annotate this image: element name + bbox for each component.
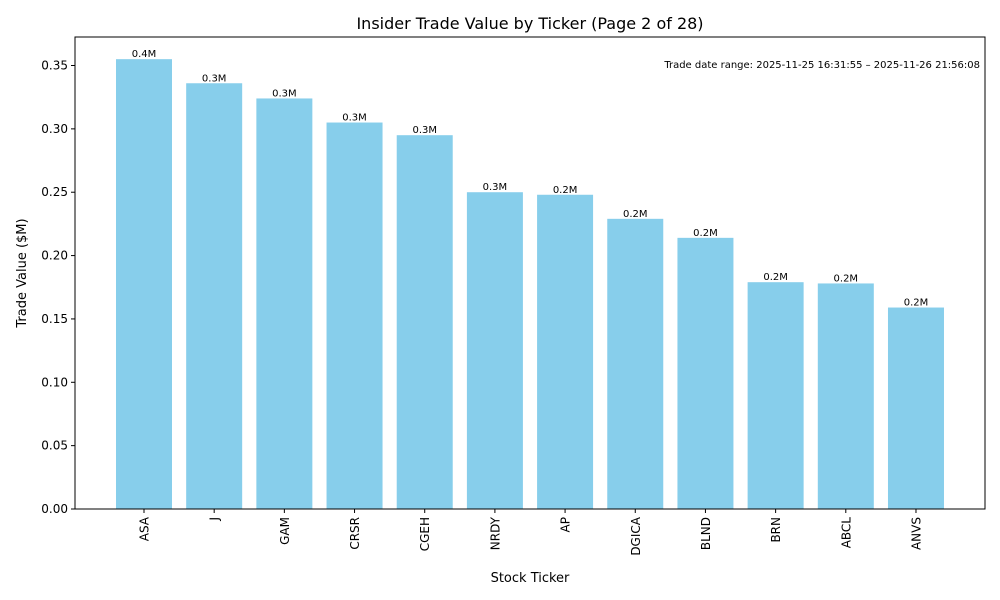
x-axis-label: Stock Ticker (491, 571, 570, 586)
x-tick-label: ASA (138, 516, 152, 541)
bar-value-label: 0.3M (272, 88, 297, 99)
y-tick-label: 0.20 (41, 249, 68, 263)
bar-dgica (607, 218, 664, 509)
bar-cgeh (396, 135, 453, 509)
bar-ap (537, 194, 594, 509)
x-tick-label: DGICA (629, 516, 643, 555)
chart-title: Insider Trade Value by Ticker (Page 2 of… (356, 14, 703, 33)
bars-group (116, 59, 944, 510)
bar-asa (116, 59, 172, 510)
x-tick-label: GAM (278, 517, 292, 545)
x-tick-label: J (208, 517, 222, 522)
x-axis: ASA J GAM CRSR CGEH NRDY AP DGICA BLND BRN ABCL ANV… (138, 509, 923, 556)
bar-value-label: 0.3M (412, 125, 437, 136)
bar-gam (256, 98, 313, 510)
bar-value-label: 0.4M (132, 49, 157, 60)
y-tick-label: 0.05 (41, 439, 68, 453)
bar-blnd (677, 237, 734, 509)
y-tick-label: 0.25 (41, 185, 68, 199)
bar-value-label: 0.2M (553, 185, 578, 196)
x-tick-label: CGEH (418, 517, 432, 551)
bar-value-label: 0.2M (904, 298, 929, 309)
trade-date-range-annotation: Trade date range: 2025-11-25 16:31:55 – … (663, 60, 980, 71)
x-tick-label: AP (559, 517, 573, 532)
bar-value-label: 0.3M (202, 73, 227, 84)
x-tick-label: ANVS (909, 517, 923, 550)
y-tick-label: 0.15 (41, 312, 68, 326)
x-tick-label: ABCL (839, 517, 853, 549)
x-tick-label: BLND (699, 517, 713, 550)
bar-value-label: 0.2M (693, 228, 718, 239)
bar-labels-group: 0.4M 0.3M 0.3M 0.3M 0.3M 0.3M 0.2M 0.2M 0.2M 0.2M… (132, 49, 929, 308)
bar-anvs (887, 307, 944, 509)
bar-value-label: 0.2M (763, 272, 788, 283)
bar-brn (747, 282, 804, 509)
x-tick-label: CRSR (348, 517, 362, 550)
x-tick-label: NRDY (488, 516, 502, 550)
y-tick-label: 0.10 (41, 375, 68, 389)
plot-frame (74, 36, 986, 510)
bar-value-label: 0.3M (342, 113, 367, 124)
bar-abcl (817, 283, 874, 509)
bar-nrdy (466, 192, 523, 509)
bar-j (186, 83, 243, 509)
y-tick-label: 0.30 (41, 122, 68, 136)
bar-value-label: 0.2M (623, 209, 648, 220)
bar-value-label: 0.3M (483, 182, 508, 193)
bar-value-label: 0.2M (834, 273, 859, 284)
y-tick-label: 0.35 (41, 59, 68, 73)
x-tick-label: BRN (769, 517, 783, 543)
y-axis: 0.00 0.05 0.10 0.15 0.20 0.25 0.30 0.35 (41, 59, 75, 516)
bar-crsr (326, 122, 383, 509)
y-axis-label: Trade Value ($M) (15, 218, 30, 328)
y-tick-label: 0.00 (41, 502, 68, 516)
